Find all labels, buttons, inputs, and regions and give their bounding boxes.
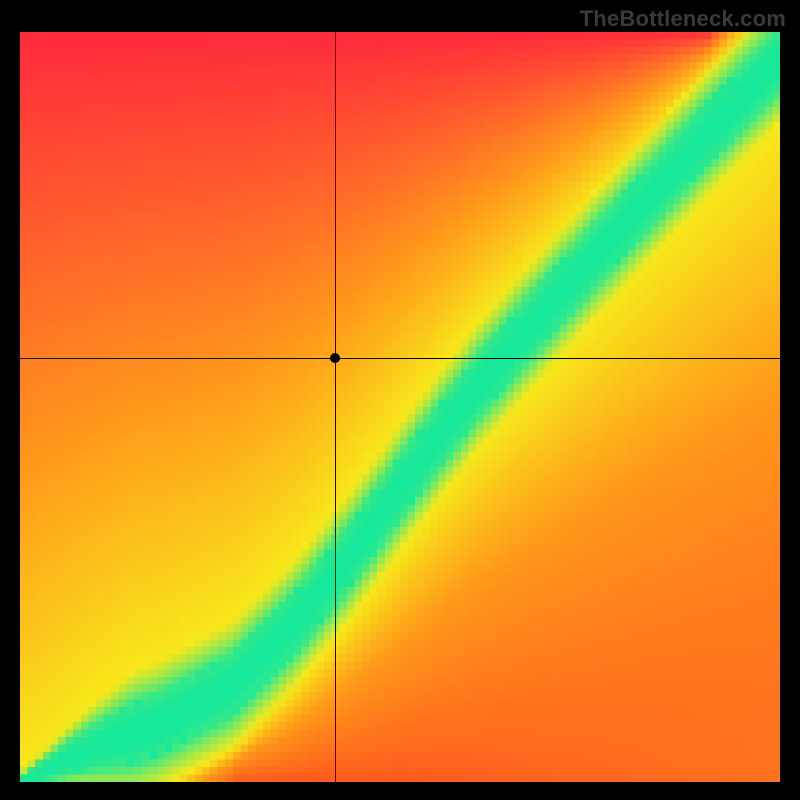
crosshair-vertical [335,32,336,782]
watermark-label: TheBottleneck.com [580,6,786,32]
heatmap-canvas [20,32,780,782]
plot-area [20,32,780,782]
crosshair-marker [330,353,340,363]
chart-container: TheBottleneck.com [0,0,800,800]
crosshair-horizontal [20,358,780,359]
